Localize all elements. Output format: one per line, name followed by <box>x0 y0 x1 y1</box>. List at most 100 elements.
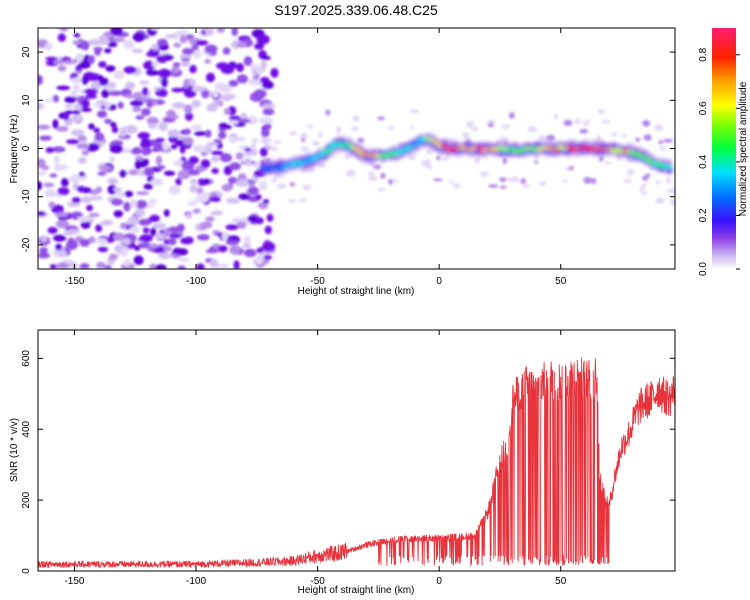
noise-blob <box>131 48 144 54</box>
noise-blob <box>623 178 632 183</box>
noise-blob <box>177 135 186 140</box>
noise-blob <box>251 138 259 144</box>
noise-blob <box>256 253 264 264</box>
noise-blob <box>212 89 219 98</box>
noise-blob <box>105 65 116 72</box>
noise-blob <box>221 184 233 192</box>
noise-blob <box>54 212 69 218</box>
noise-blob <box>43 182 55 188</box>
noise-blob <box>217 245 228 253</box>
noise-blob <box>325 109 331 116</box>
noise-blob <box>187 200 197 207</box>
noise-blob <box>211 150 224 156</box>
noise-blob <box>453 183 461 189</box>
noise-blob <box>410 125 415 130</box>
noise-blob <box>51 146 66 153</box>
noise-blob <box>248 181 256 188</box>
colorbar-gradient <box>712 28 736 269</box>
noise-blob <box>96 238 108 245</box>
noise-blob <box>243 157 253 167</box>
noise-blob <box>137 242 152 249</box>
noise-blob <box>168 185 181 195</box>
noise-blob <box>190 124 203 131</box>
noise-blob <box>72 84 81 92</box>
noise-blob <box>146 99 153 108</box>
noise-blob <box>487 119 496 123</box>
noise-blob <box>244 147 251 152</box>
y-tick-label: 10 <box>21 94 32 106</box>
noise-blob <box>511 176 520 183</box>
noise-blob <box>210 156 221 163</box>
noise-blob <box>538 181 547 186</box>
noise-blob <box>90 81 102 91</box>
snr-panel: -150 -100 -50 0 50 0 200 400 600 Height of stra… <box>9 329 676 596</box>
noise-blob <box>142 98 149 104</box>
noise-blob <box>95 186 103 193</box>
noise-blob <box>135 115 145 120</box>
noise-blob <box>196 263 205 269</box>
noise-blob <box>335 126 342 134</box>
noise-blob <box>439 157 450 161</box>
noise-blob <box>80 99 90 109</box>
noise-blob <box>642 175 649 181</box>
noise-blob <box>71 77 83 84</box>
snr-x-label: Height of straight line (km) <box>298 585 415 596</box>
noise-blob <box>162 142 169 151</box>
noise-blob <box>604 161 612 165</box>
noise-blob <box>216 62 229 70</box>
noise-blob <box>583 176 592 184</box>
noise-blob <box>158 252 172 259</box>
x-tick-label: 50 <box>555 276 567 287</box>
noise-blob <box>148 243 158 250</box>
noise-blob <box>223 108 231 115</box>
noise-blob <box>183 78 190 89</box>
noise-blob <box>357 137 365 143</box>
noise-blob <box>121 237 131 245</box>
noise-blob <box>216 28 225 33</box>
noise-blob <box>237 118 251 123</box>
ridge-segment <box>346 143 353 147</box>
noise-blob <box>172 247 183 255</box>
noise-blob <box>97 246 109 253</box>
noise-blob <box>500 136 509 143</box>
noise-blob <box>621 134 628 138</box>
noise-blob <box>245 115 259 126</box>
noise-blob <box>141 147 150 156</box>
noise-blob <box>160 77 169 88</box>
noise-blob <box>77 157 87 164</box>
noise-blob <box>57 33 66 42</box>
noise-blob <box>218 131 227 139</box>
noise-blob <box>171 66 180 74</box>
noise-blob <box>199 221 213 229</box>
noise-blob <box>44 189 56 198</box>
noise-blob <box>150 178 164 186</box>
noise-blob <box>104 118 112 124</box>
noise-blob <box>579 128 589 134</box>
noise-blob <box>98 35 108 41</box>
noise-blob <box>264 225 272 235</box>
noise-blob <box>173 42 181 48</box>
noise-blob <box>155 264 167 269</box>
noise-blob <box>177 265 186 269</box>
noise-blob <box>155 232 165 240</box>
noise-blob <box>130 148 142 155</box>
figure-title: S197.2025.339.06.48.C25 <box>274 2 438 18</box>
noise-blob <box>93 47 103 52</box>
noise-blob <box>263 123 272 130</box>
colorbar-ticks: 0.0 0.2 0.4 0.6 0.8 <box>698 47 740 276</box>
noise-blob <box>175 139 186 147</box>
noise-blob <box>145 69 160 76</box>
noise-blob <box>425 149 433 155</box>
noise-blob <box>158 121 168 132</box>
noise-blob <box>110 28 123 36</box>
noise-blob <box>89 196 103 201</box>
colorbar-tick-label: 0.8 <box>698 47 709 61</box>
noise-blob <box>368 175 378 181</box>
noise-blob <box>91 72 100 82</box>
noise-blob <box>132 105 142 113</box>
noise-blob <box>388 178 393 185</box>
noise-blob <box>225 224 239 231</box>
noise-blob <box>195 40 209 46</box>
noise-blob <box>388 125 395 130</box>
